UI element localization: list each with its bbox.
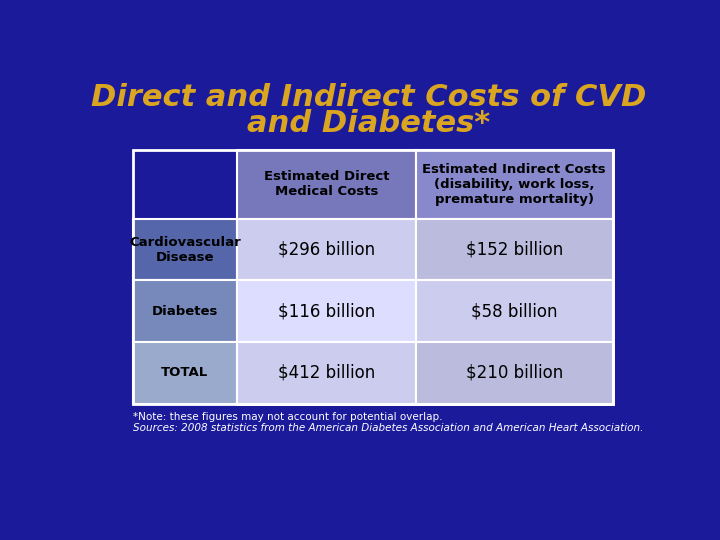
Text: and Diabetes*: and Diabetes* — [248, 109, 490, 138]
Text: $152 billion: $152 billion — [466, 241, 563, 259]
Bar — [132, 219, 238, 280]
Bar — [415, 219, 613, 280]
Bar — [238, 342, 415, 403]
Text: Estimated Indirect Costs
(disability, work loss,
premature mortality): Estimated Indirect Costs (disability, wo… — [423, 163, 606, 206]
Text: $296 billion: $296 billion — [278, 241, 375, 259]
Text: Diabetes: Diabetes — [152, 305, 218, 318]
Bar — [415, 150, 613, 219]
Bar — [415, 342, 613, 403]
Bar — [238, 219, 415, 280]
Bar — [415, 280, 613, 342]
Bar — [132, 280, 238, 342]
Bar — [132, 342, 238, 403]
Text: $210 billion: $210 billion — [466, 364, 563, 382]
Text: $116 billion: $116 billion — [278, 302, 375, 320]
Bar — [238, 150, 415, 219]
Text: $58 billion: $58 billion — [471, 302, 557, 320]
Bar — [238, 150, 613, 403]
Text: *Note: these figures may not account for potential overlap.: *Note: these figures may not account for… — [132, 413, 442, 422]
Bar — [238, 280, 415, 342]
Text: Estimated Direct
Medical Costs: Estimated Direct Medical Costs — [264, 170, 389, 198]
Text: Direct and Indirect Costs of CVD: Direct and Indirect Costs of CVD — [91, 83, 647, 112]
Bar — [132, 150, 613, 403]
Text: Cardiovascular
Disease: Cardiovascular Disease — [129, 235, 240, 264]
Text: Sources: 2008 statistics from the American Diabetes Association and American Hea: Sources: 2008 statistics from the Americ… — [132, 423, 643, 433]
Text: $412 billion: $412 billion — [278, 364, 375, 382]
Text: TOTAL: TOTAL — [161, 366, 209, 379]
